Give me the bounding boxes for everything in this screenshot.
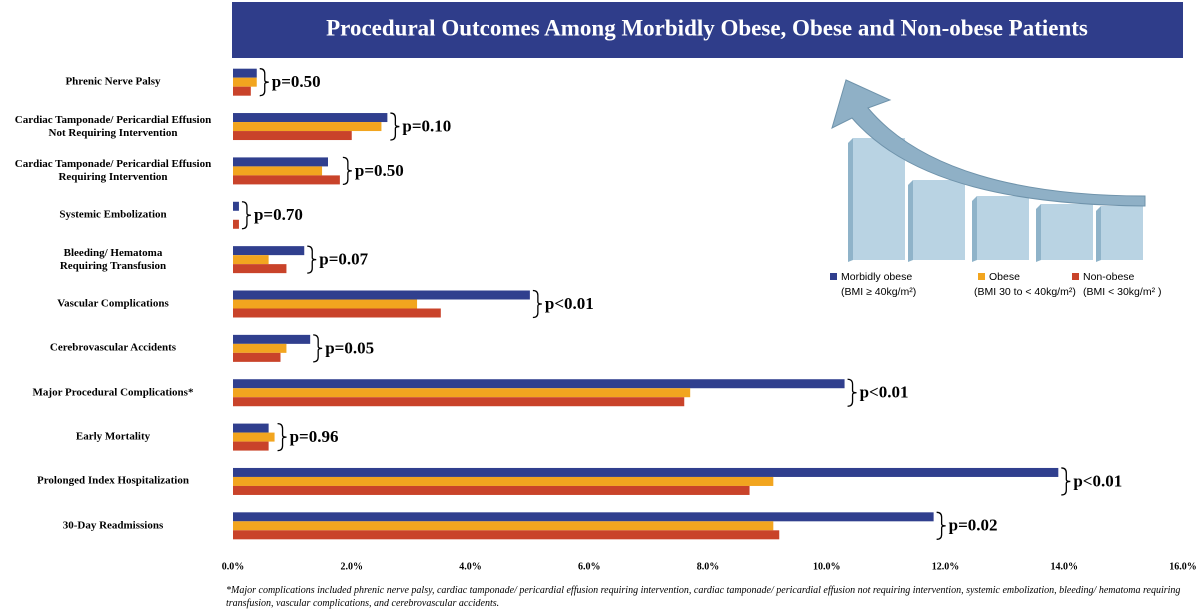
- p-value: p<0.01: [860, 383, 909, 402]
- y-tick-label: Systemic Embolization: [59, 208, 167, 221]
- bar: [233, 219, 239, 229]
- bar: [233, 397, 685, 407]
- title-banner: [232, 2, 1183, 58]
- bar: [233, 308, 441, 318]
- x-tick-label: 16.0%: [1169, 561, 1197, 572]
- bar: [233, 467, 1059, 477]
- x-tick-label: 2.0%: [341, 561, 364, 572]
- legend-label: Non-obese: [1083, 271, 1135, 283]
- y-tick-label: Phrenic Nerve Palsy: [65, 75, 161, 88]
- bar: [233, 299, 418, 309]
- bar: [233, 201, 239, 211]
- bar: [233, 485, 750, 495]
- bar: [233, 290, 530, 300]
- bar: [233, 246, 305, 256]
- p-value: p=0.07: [319, 250, 368, 269]
- brace: [342, 156, 352, 186]
- y-tick-label: Cardiac Tamponade/ Pericardial Effusion …: [14, 157, 212, 183]
- illustration: [831, 79, 1146, 262]
- p-value: p=0.70: [254, 205, 303, 224]
- brace: [307, 245, 317, 274]
- bar: [233, 334, 311, 344]
- brace: [313, 334, 323, 363]
- p-value: p=0.96: [290, 427, 339, 446]
- bar: [233, 113, 388, 123]
- p-value: p<0.01: [1073, 471, 1122, 490]
- bar: [233, 77, 257, 87]
- p-value: p=0.05: [325, 338, 374, 357]
- x-tick-label: 8.0%: [697, 561, 720, 572]
- bar: [233, 264, 287, 274]
- p-value: p=0.02: [949, 516, 998, 535]
- bar: [233, 512, 934, 522]
- bar: [233, 530, 780, 540]
- bar: [233, 86, 251, 96]
- bar: [233, 157, 328, 167]
- brace: [847, 378, 857, 407]
- brace: [241, 201, 251, 230]
- p-value: p<0.01: [545, 294, 594, 313]
- y-tick-label: Bleeding/ Hematoma Requiring Transfusion: [59, 246, 167, 272]
- y-tick-label: Cerebrovascular Accidents: [49, 341, 177, 354]
- bar: [233, 521, 774, 531]
- bar: [233, 166, 323, 176]
- bar: [233, 131, 352, 141]
- bar: [233, 423, 269, 433]
- legend-label: Obese: [989, 271, 1020, 283]
- bar: [233, 432, 275, 442]
- bar: [233, 379, 845, 389]
- bar: [233, 175, 340, 185]
- x-tick-label: 4.0%: [459, 561, 482, 572]
- y-tick-label: Cardiac Tamponade/ Pericardial Effusion …: [14, 113, 212, 139]
- brace: [936, 511, 946, 540]
- x-tick-label: 0.0%: [222, 561, 245, 572]
- brace: [532, 289, 542, 319]
- legend-swatch: [830, 273, 837, 280]
- legend-note: (BMI < 30kg/m² ): [1083, 286, 1162, 298]
- x-tick-label: 14.0%: [1051, 561, 1079, 572]
- y-tick-label: Prolonged Index Hospitalization: [37, 474, 189, 487]
- bar: [233, 352, 281, 362]
- brace: [1061, 467, 1071, 496]
- x-tick-label: 6.0%: [578, 561, 601, 572]
- bar: [233, 476, 774, 486]
- brace: [277, 422, 287, 452]
- legend-note: (BMI 30 to < 40kg/m²): [974, 286, 1076, 298]
- y-tick-label: Early Mortality: [75, 430, 151, 443]
- brace: [259, 68, 269, 97]
- p-value: p=0.50: [355, 161, 404, 180]
- x-tick-label: 10.0%: [813, 561, 841, 572]
- y-tick-label: Major Procedural Complications*: [32, 386, 194, 399]
- p-value: p=0.50: [272, 72, 321, 91]
- bar: [233, 441, 269, 451]
- bar: [233, 68, 257, 78]
- x-tick-label: 12.0%: [932, 561, 960, 572]
- legend-swatch: [978, 273, 985, 280]
- legend-swatch: [1072, 273, 1079, 280]
- p-value: p=0.10: [402, 116, 451, 135]
- chart-title: Procedural Outcomes Among Morbidly Obese…: [326, 15, 1088, 40]
- legend-note: (BMI ≥ 40kg/m²): [841, 286, 917, 298]
- legend-label: Morbidly obese: [841, 271, 913, 283]
- y-tick-label: 30-Day Readmissions: [62, 519, 164, 532]
- y-tick-label: Vascular Complications: [57, 297, 169, 310]
- bar: [233, 388, 691, 398]
- bar: [233, 343, 287, 353]
- bar: [233, 255, 269, 265]
- bar: [233, 122, 382, 132]
- brace: [390, 112, 400, 141]
- footnote: *Major complications included phrenic ne…: [226, 585, 1181, 609]
